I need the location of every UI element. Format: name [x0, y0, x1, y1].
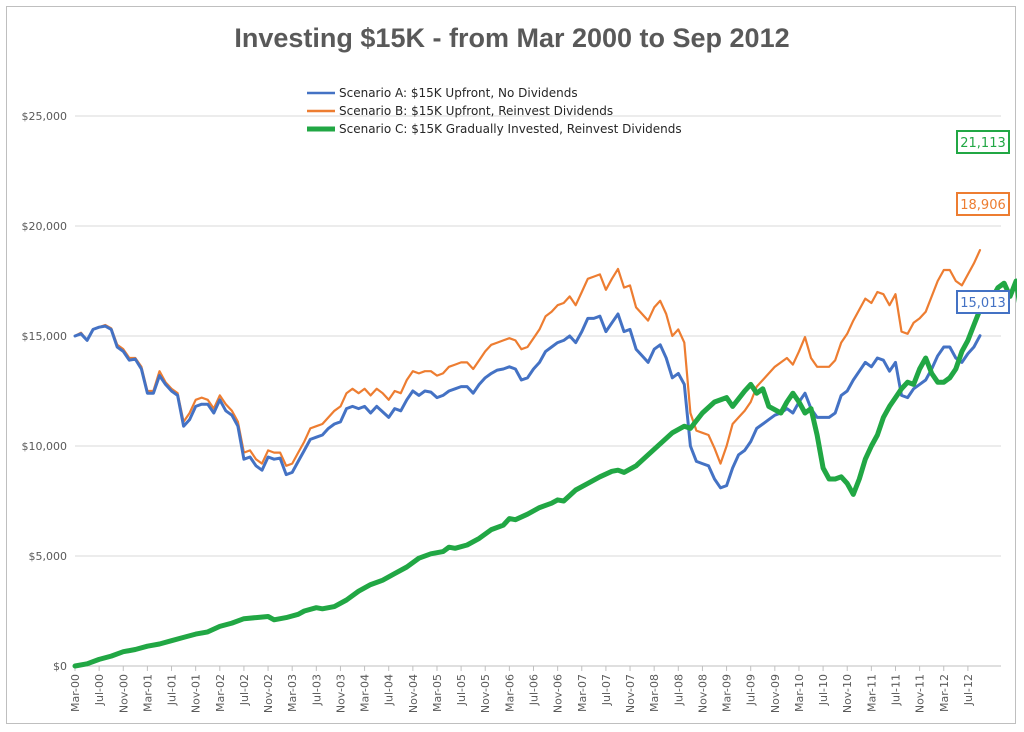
x-tick-label: Mar-03 — [286, 674, 299, 712]
x-tick-label: Nov-09 — [769, 674, 782, 713]
series-line-c — [72, 278, 1017, 669]
legend-entry: Scenario B: $15K Upfront, Reinvest Divid… — [339, 104, 613, 118]
x-tick-label: Nov-07 — [624, 674, 637, 713]
legend: Scenario A: $15K Upfront, No Dividends Sc… — [307, 86, 682, 136]
x-tick-label: Jul-06 — [528, 674, 541, 706]
x-tick-label: Jul-10 — [817, 674, 830, 706]
end-value-label: 21,113 — [960, 136, 1006, 151]
x-tick-label: Mar-06 — [503, 674, 516, 712]
legend-entry: Scenario A: $15K Upfront, No Dividends — [339, 86, 578, 100]
end-label-box — [956, 290, 1010, 314]
x-tick-label: Nov-02 — [262, 674, 275, 713]
legend-entry: Scenario C: $15K Gradually Invested, Rei… — [339, 122, 682, 136]
x-tick-label: Nov-08 — [696, 674, 709, 713]
x-tick-label: Mar-05 — [431, 674, 444, 712]
x-tick-label: Jul-02 — [238, 674, 251, 706]
x-tick-label: Mar-07 — [576, 674, 589, 712]
x-tick-label: Jul-00 — [93, 674, 106, 706]
x-tick-label: Jul-04 — [383, 674, 396, 706]
y-tick-label: $15,000 — [22, 330, 68, 343]
end-labels: 15,013 18,906 21,113 — [956, 130, 1010, 314]
x-tick-label: Mar-12 — [938, 674, 951, 712]
x-tick-label: Nov-05 — [479, 674, 492, 713]
series-line-a — [73, 312, 982, 490]
x-tick-label: Nov-11 — [914, 674, 927, 713]
x-tick-label: Jul-11 — [889, 674, 902, 706]
gridlines — [75, 115, 1001, 667]
x-tick-label: Jul-08 — [672, 674, 685, 706]
end-label-box — [956, 130, 1010, 154]
x-tick-label: Jul-09 — [745, 674, 758, 706]
x-tick-label: Mar-02 — [214, 674, 227, 712]
x-tick-label: Mar-10 — [793, 674, 806, 712]
y-tick-label: $0 — [53, 660, 67, 673]
x-tick-label: Jul-01 — [166, 674, 179, 706]
x-tick-label: Jul-03 — [310, 674, 323, 706]
y-tick-label: $25,000 — [22, 110, 68, 123]
y-axis: $0 $5,000 $10,000 $15,000 $20,000 $25,000 — [22, 110, 68, 673]
x-tick-label: Mar-00 — [69, 674, 82, 712]
y-tick-label: $5,000 — [29, 550, 68, 563]
x-tick-label: Mar-09 — [721, 674, 734, 712]
x-tick-label: Mar-04 — [359, 674, 372, 712]
x-axis: Mar-00 Jul-00 Nov-00 Mar-01 Jul-01 Nov-01 Mar-… — [69, 666, 975, 713]
x-tick-label: Nov-06 — [552, 674, 565, 713]
x-tick-label: Nov-10 — [841, 674, 854, 713]
chart-svg: Investing $15K - from Mar 2000 to Sep 20… — [22, 23, 1017, 713]
x-tick-label: Mar-01 — [141, 674, 154, 712]
x-tick-label: Mar-11 — [865, 674, 878, 712]
chart-frame: Investing $15K - from Mar 2000 to Sep 20… — [6, 6, 1017, 724]
x-tick-label: Nov-00 — [117, 674, 130, 713]
y-tick-label: $10,000 — [22, 440, 68, 453]
series-line-b — [73, 249, 982, 467]
end-value-label: 15,013 — [960, 296, 1006, 311]
x-tick-label: Nov-01 — [190, 674, 203, 713]
end-value-label: 18,906 — [960, 198, 1006, 213]
x-tick-label: Jul-05 — [455, 674, 468, 706]
x-tick-label: Jul-12 — [962, 674, 975, 706]
chart-title: Investing $15K - from Mar 2000 to Sep 20… — [234, 23, 789, 53]
x-tick-label: Jul-07 — [600, 674, 613, 706]
y-tick-label: $20,000 — [22, 220, 68, 233]
end-label-box — [956, 192, 1010, 216]
x-tick-label: Mar-08 — [648, 674, 661, 712]
series-lines — [72, 249, 1017, 669]
x-tick-label: Nov-04 — [407, 674, 420, 713]
x-tick-label: Nov-03 — [334, 674, 347, 713]
